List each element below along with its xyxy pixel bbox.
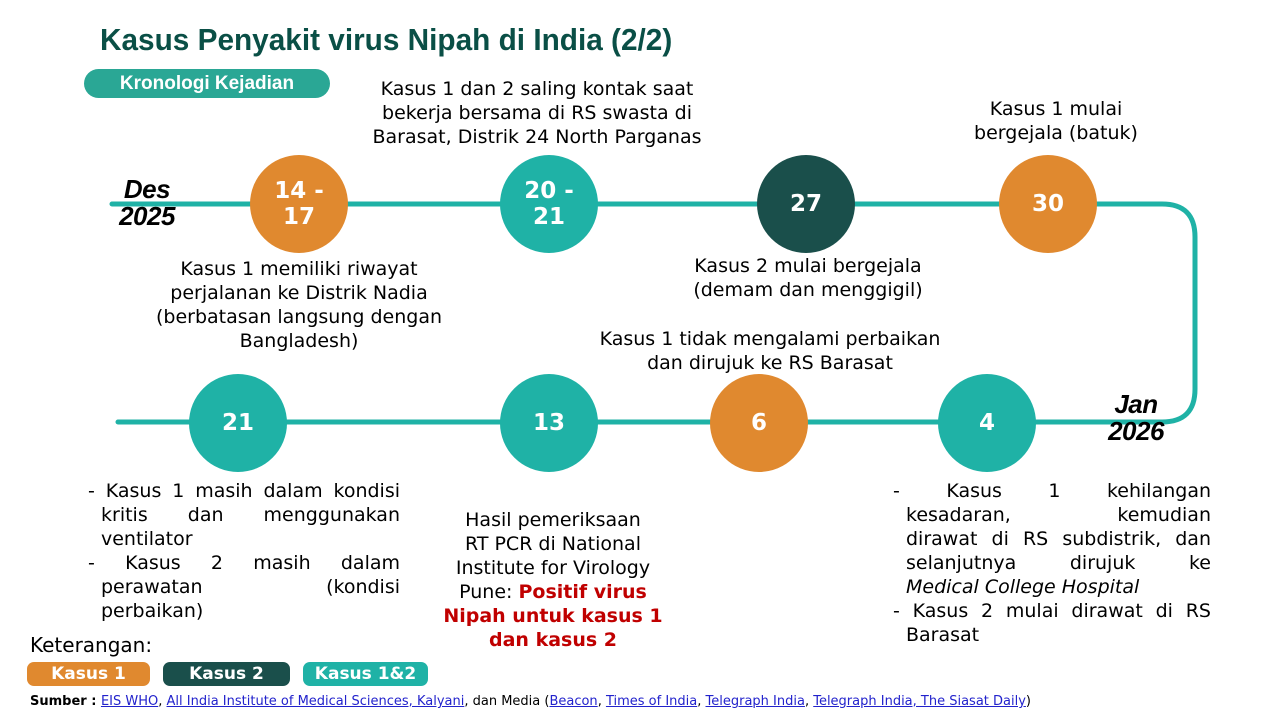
source-separator: , <box>158 694 167 709</box>
note-outcome-line: - Kasus 1 kehilangan <box>893 480 1211 502</box>
note-referral: Kasus 1 tidak mengalami perbaikan dan di… <box>599 328 941 374</box>
page-title: Kasus Penyakit virus Nipah di India (2/2… <box>100 22 673 57</box>
source-link-telegraph-india[interactable]: Telegraph India <box>705 694 805 709</box>
source-link-aiims-kalyani[interactable]: All India Institute of Medical Sciences,… <box>166 694 465 709</box>
note-outcome: - Kasus 1 kehilangan kesadaran, kemudian… <box>893 479 1211 647</box>
note-condition-line: perawatan (kondisi <box>101 576 400 598</box>
note-condition: - Kasus 1 masih dalam kondisi kritis dan… <box>88 479 400 623</box>
note-case1-symptoms: Kasus 1 mulai bergejala (batuk) <box>974 98 1138 144</box>
source-separator: , dan Media ( <box>464 694 550 709</box>
note-condition-line: perbaikan) <box>101 600 204 622</box>
timeline-node-20-21: 20 - 21 <box>500 155 598 253</box>
source-link-times-of-india[interactable]: Times of India <box>605 694 698 709</box>
legend-item-kasus-1-2: Kasus 1&2 <box>303 662 428 686</box>
timeline-node-6: 6 <box>710 374 808 472</box>
source-link-telegraph-siasat[interactable]: Telegraph India, The Siasat Daily <box>813 694 1026 709</box>
note-condition-line: - Kasus 2 masih dalam <box>88 552 400 574</box>
source-separator: , <box>697 694 706 709</box>
legend-label: Keterangan: <box>30 633 153 657</box>
legend-item-kasus-1: Kasus 1 <box>27 662 150 686</box>
note-outcome-line: kesadaran, kemudian <box>906 504 1211 526</box>
note-outcome-line: Barasat <box>906 624 980 646</box>
timeline-node-27: 27 <box>757 155 855 253</box>
kronologi-badge: Kronologi Kejadian <box>84 69 330 98</box>
source-line: Sumber : EIS WHO, All India Institute of… <box>30 694 1260 709</box>
note-pcr-highlight: Positif virus Nipah untuk kasus 1 dan ka… <box>443 581 663 651</box>
note-outcome-line: dirawat di RS subdistrik, dan <box>906 528 1211 550</box>
note-travel-history: Kasus 1 memiliki riwayat perjalanan ke D… <box>155 258 443 352</box>
note-outcome-line: selanjutnya dirujuk ke <box>906 552 1211 574</box>
source-link-eis-who[interactable]: EIS WHO <box>100 694 159 709</box>
timeline-node-30: 30 <box>999 155 1097 253</box>
note-pcr-plain: Hasil pemeriksaan RT PCR di National Ins… <box>455 509 651 603</box>
source-separator: , <box>804 694 814 709</box>
note-condition-line: ventilator <box>101 528 193 550</box>
period-label-jan-2026: Jan 2026 <box>1108 389 1164 446</box>
timeline-node-13: 13 <box>500 374 598 472</box>
note-condition-line: kritis dan menggunakan <box>101 504 400 526</box>
note-condition-line: - Kasus 1 masih dalam kondisi <box>88 480 400 502</box>
note-pcr-result: Hasil pemeriksaan RT PCR di National Ins… <box>413 484 693 652</box>
legend-item-kasus-2: Kasus 2 <box>163 662 290 686</box>
timeline-node-21: 21 <box>189 374 287 472</box>
timeline-node-14-17: 14 - 17 <box>250 155 348 253</box>
source-close-paren: ) <box>1025 694 1031 709</box>
source-label: Sumber : <box>30 694 101 709</box>
note-outcome-line: - Kasus 2 mulai dirawat di RS <box>893 600 1211 622</box>
note-outcome-hospital-italic: Medical College Hospital <box>906 576 1140 598</box>
timeline-node-4: 4 <box>938 374 1036 472</box>
period-label-des-2025: Des 2025 <box>119 174 175 231</box>
source-separator: , <box>597 694 606 709</box>
source-link-beacon[interactable]: Beacon <box>549 694 598 709</box>
note-contact: Kasus 1 dan 2 saling kontak saat bekerja… <box>372 78 702 148</box>
note-case2-symptoms: Kasus 2 mulai bergejala (demam dan mengg… <box>693 255 923 301</box>
